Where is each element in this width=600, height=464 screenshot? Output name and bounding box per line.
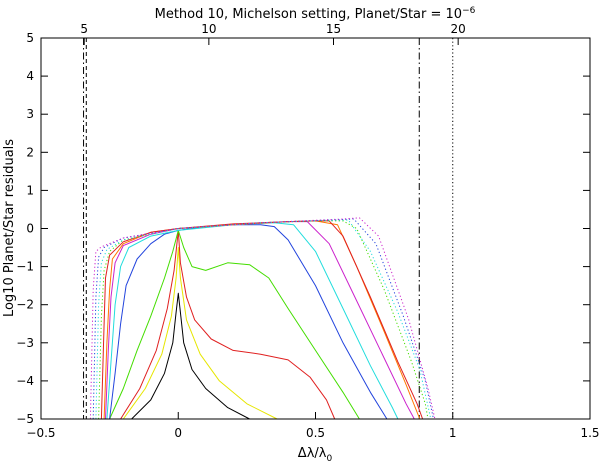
series-line <box>122 247 278 420</box>
chart-title-exponent: −6 <box>462 6 476 16</box>
x-tick-label: 0.5 <box>306 426 325 440</box>
top-tick-label: 15 <box>326 22 341 36</box>
series-line <box>105 221 415 420</box>
top-tick-label: 5 <box>80 22 88 36</box>
y-tick-label: −2 <box>16 298 34 312</box>
y-axis: −5 −4 −3 −2 −1 0 1 2 3 4 5 <box>16 31 590 426</box>
y-tick-label: 3 <box>26 107 34 121</box>
y-tick-label: 5 <box>26 31 34 45</box>
series-line <box>106 222 399 420</box>
x-tick-label: 1 <box>449 426 457 440</box>
y-tick-label: 1 <box>26 183 34 197</box>
plot-frame <box>40 37 591 420</box>
series-line <box>131 292 250 420</box>
chart-title: Method 10, Michelson setting, Planet/Sta… <box>155 6 476 22</box>
series-line <box>92 218 434 420</box>
top-tick-label: 10 <box>201 22 216 36</box>
x-axis-title: Δλ/λ0 <box>298 446 333 464</box>
y-tick-label: 0 <box>26 222 34 236</box>
x-axis: −0.5 0 0.5 1 1.5 <box>26 412 600 440</box>
y-tick-label: −3 <box>16 336 34 350</box>
series-line <box>89 217 436 420</box>
y-tick-label: −5 <box>16 412 34 426</box>
top-tick-label: 20 <box>451 22 466 36</box>
series-line <box>103 220 421 420</box>
y-axis-title: Log10 Planet/Star residuals <box>2 139 17 317</box>
series-line <box>98 220 429 420</box>
x-tick-label: 0 <box>174 426 182 440</box>
x-tick-label: −0.5 <box>26 426 55 440</box>
reference-lines <box>83 38 454 419</box>
series-group <box>89 217 436 420</box>
series-line <box>95 219 432 420</box>
series-line <box>109 224 388 420</box>
y-tick-label: −1 <box>16 260 34 274</box>
series-line <box>109 229 360 420</box>
y-tick-label: 2 <box>26 145 34 159</box>
series-line <box>120 229 336 420</box>
x-tick-label: 1.5 <box>580 426 599 440</box>
y-tick-label: 4 <box>26 69 34 83</box>
top-axis: 5 10 15 20 <box>80 22 466 45</box>
x-axis-title-subscript: 0 <box>326 454 332 464</box>
y-tick-label: −4 <box>16 374 34 388</box>
